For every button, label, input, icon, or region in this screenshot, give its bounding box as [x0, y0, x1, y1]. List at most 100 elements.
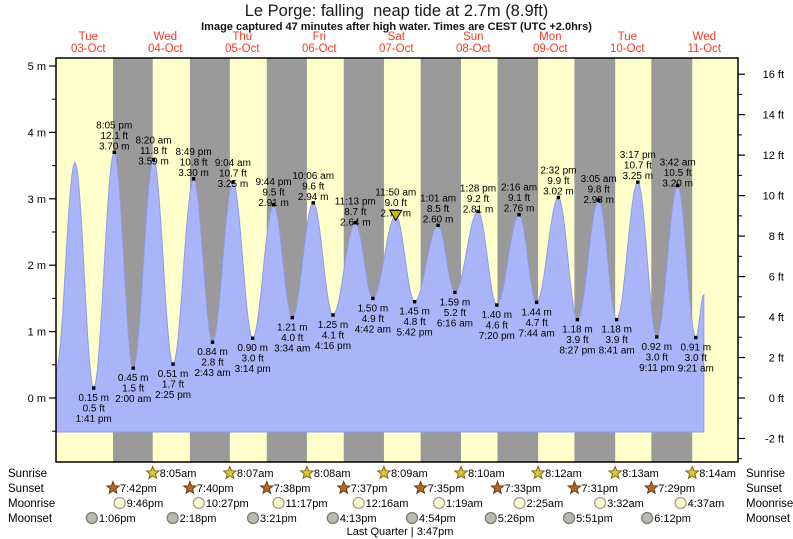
moonrise-time: 9:46pm	[127, 498, 164, 510]
tide-annotation-line: 9.0 ft	[385, 198, 407, 209]
high-tide-dot	[311, 201, 315, 205]
moon-phase-label: Last Quarter | 3:47pm	[347, 526, 454, 538]
tide-annotation-line: 9.6 ft	[302, 181, 324, 192]
low-tide-dot	[331, 313, 335, 317]
y-axis-label-right: 2 ft	[769, 353, 784, 365]
tide-annotation-line: 2.64 m	[340, 218, 371, 229]
tide-annotation-line: 1.44 m	[521, 307, 552, 318]
low-tide-dot	[534, 300, 539, 305]
tide-annotation-line: 11.8 ft	[140, 146, 167, 157]
moonset-time: 4:13pm	[340, 513, 377, 525]
tide-annotation-line: 4.0 ft	[281, 333, 303, 344]
moonset-time: 4:54pm	[419, 513, 456, 525]
moonset-icon	[246, 511, 260, 525]
tide-annotation-line: 3:42 am	[660, 158, 696, 169]
tide-annotation-line: 10.5 ft	[664, 168, 692, 179]
tide-annotation-line: 4.6 ft	[486, 321, 508, 332]
tide-annotation-line: 9.1 ft	[508, 193, 530, 204]
low-tide-dot	[495, 303, 499, 307]
tide-annotation-line: 2.8 ft	[201, 358, 223, 369]
high-tide-dot	[476, 209, 480, 214]
sunset-time: 7:31pm	[581, 483, 618, 495]
date-label-date: 06-Oct	[302, 43, 337, 55]
tide-annotation-line: 5:42 pm	[397, 328, 433, 339]
plot-area	[56, 58, 738, 462]
tide-annotation-line: 0.45 m	[118, 373, 149, 384]
sunrise-time: 8:05am	[160, 468, 197, 480]
tide-annotation-line: 2.81 m	[463, 204, 494, 215]
high-tide-dot	[636, 180, 640, 184]
moonrise-icon	[352, 496, 365, 510]
moonrise-time: 10:27pm	[206, 498, 249, 510]
tide-annotation-line: 0.90 m	[237, 343, 268, 354]
tide-annotation-line: 1.18 m	[601, 325, 632, 336]
y-axis-label-left: 1 m	[28, 327, 46, 339]
sunrise-icon	[453, 465, 469, 480]
low-tide-dot	[171, 362, 175, 366]
tide-annotation-line: 8.5 ft	[427, 204, 449, 215]
tide-annotation-line: 2:32 pm	[540, 165, 576, 176]
tide-annotation-line: 2:43 am	[194, 368, 230, 379]
low-tide-dot	[655, 335, 659, 339]
row-label-moonset-right: Moonset	[746, 513, 791, 525]
tide-annotation-line: 2.98 m	[583, 195, 614, 206]
tide-annotation-line: 1.5 ft	[122, 384, 144, 395]
tide-annotation-line: 2:16 am	[501, 183, 537, 194]
tide-curve	[56, 151, 705, 433]
moonrise-icon	[192, 496, 205, 510]
sunrise-icon	[376, 465, 392, 480]
date-label-date: 04-Oct	[148, 43, 183, 55]
low-tide-dot	[131, 366, 135, 370]
date-label-dow: Sat	[388, 31, 406, 43]
moonset-time: 3:21pm	[260, 513, 297, 525]
high-tide-dot	[675, 183, 680, 188]
moonrise-time: 2:25am	[527, 498, 564, 510]
tide-annotation-line: 3.0 ft	[242, 354, 264, 365]
tide-annotation-line: 2.60 m	[423, 214, 454, 225]
date-label-dow: Tue	[618, 31, 637, 43]
y-axis-label-right: 14 ft	[763, 110, 784, 122]
tide-annotation-line: 9.8 ft	[588, 185, 610, 196]
high-tide-dot	[556, 195, 561, 200]
tide-annotation-line: 8:20 am	[135, 136, 171, 147]
tide-annotation-line: 1.21 m	[277, 323, 308, 334]
tide-annotation-line: 4.7 ft	[525, 318, 547, 329]
date-label-date: 09-Oct	[533, 43, 568, 55]
tide-annotation-line: 2.76 m	[504, 204, 535, 215]
tide-annotation-line: 3.25 m	[623, 171, 654, 182]
sunrise-icon	[222, 465, 238, 480]
sunset-time: 7:42pm	[120, 483, 157, 495]
moonrise-icon	[432, 496, 446, 510]
moonrise-icon	[113, 496, 126, 510]
moonset-icon	[166, 511, 179, 525]
low-tide-dot	[290, 315, 294, 320]
tide-annotation-line: 3:17 pm	[620, 150, 656, 161]
tide-annotation-line: 3.0 ft	[685, 353, 707, 364]
moonset-time: 1:06pm	[99, 513, 136, 525]
low-tide-dot	[575, 317, 580, 322]
sunset-time: 7:29pm	[658, 483, 695, 495]
date-label-dow: Wed	[154, 31, 177, 43]
y-axis-label-left: 4 m	[28, 127, 46, 139]
row-label-sunrise-left: Sunrise	[8, 468, 47, 480]
low-tide-dot	[614, 317, 619, 322]
y-axis-label-left: 2 m	[28, 260, 46, 272]
moonset-time: 5:51pm	[576, 513, 613, 525]
tide-annotation-line: 0.5 ft	[83, 404, 105, 415]
date-label-date: 07-Oct	[379, 43, 414, 55]
sunset-time: 7:40pm	[197, 483, 234, 495]
sunrise-icon	[684, 465, 700, 480]
y-axis-label-left: 0 m	[28, 393, 46, 405]
tide-annotation-line: 2:00 am	[115, 394, 151, 405]
tide-annotation-line: 2.94 m	[298, 192, 329, 203]
tide-annotation-line: 3:14 pm	[235, 364, 271, 375]
plot-frame	[55, 57, 739, 463]
date-label-date: 05-Oct	[225, 43, 260, 55]
y-axis-label-right: 8 ft	[769, 231, 784, 243]
page-title: Le Porge: falling neap tide at 2.7m (8.9…	[244, 2, 549, 20]
tide-annotation-line: 0.51 m	[158, 369, 189, 380]
low-tide-dot	[694, 335, 698, 340]
moonset-icon	[484, 511, 497, 525]
tide-annotation-line: 1.18 m	[562, 325, 593, 336]
tide-annotation-line: 4.1 ft	[322, 331, 344, 342]
